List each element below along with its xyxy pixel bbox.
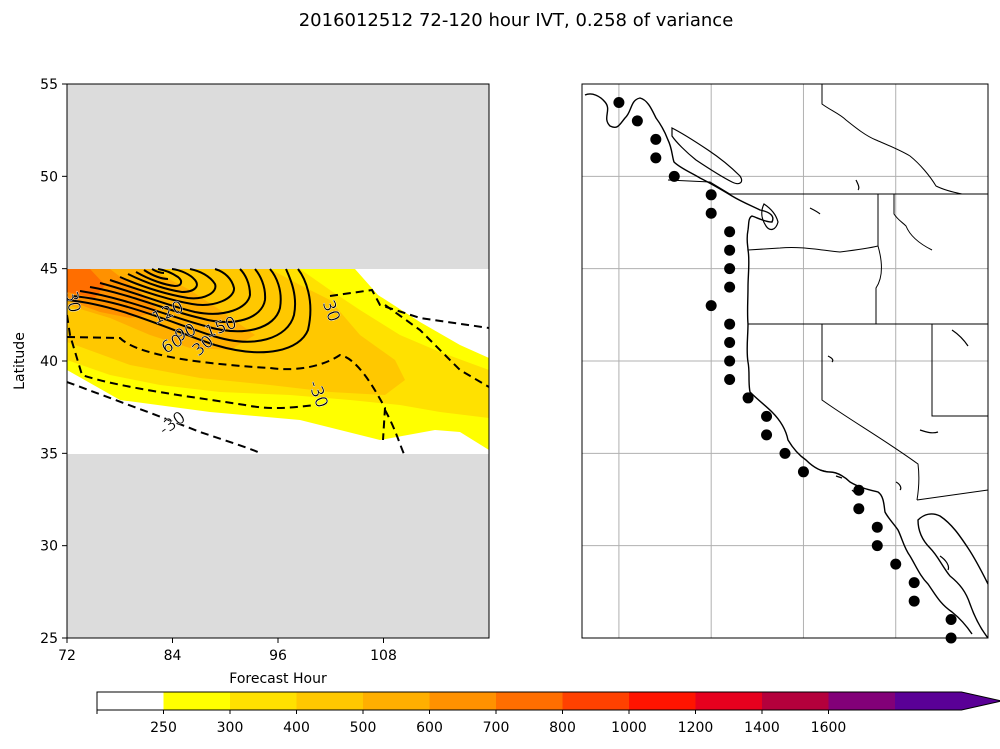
y-axis-ticks: 25 30 35 40 45 50 55 xyxy=(40,77,67,647)
station-point xyxy=(797,466,809,478)
station-point xyxy=(779,447,791,459)
station-point xyxy=(724,226,736,238)
colorbar-segment xyxy=(695,692,763,710)
contour-label: -30 xyxy=(303,378,331,411)
colorbar-segment xyxy=(762,692,829,710)
colorbar-segment xyxy=(562,692,630,710)
vancouver-island xyxy=(671,127,743,185)
station-point xyxy=(705,207,717,219)
station-point xyxy=(853,503,865,515)
colorbar-segment xyxy=(163,692,231,710)
y-tick-label: 25 xyxy=(40,631,58,647)
coastline-baja-gulf xyxy=(917,513,988,638)
colorbar-tick-label: 800 xyxy=(549,720,576,736)
station-point xyxy=(871,540,883,552)
station-point xyxy=(650,152,662,164)
station-point xyxy=(724,263,736,275)
station-point xyxy=(945,614,957,626)
colorbar-tick-label: 1400 xyxy=(744,720,780,736)
y-tick-label: 35 xyxy=(40,446,58,462)
station-points xyxy=(613,96,957,644)
colorbar-tick-label: 1600 xyxy=(811,720,847,736)
y-tick-label: 45 xyxy=(40,262,58,278)
station-point xyxy=(853,484,865,496)
station-point xyxy=(724,244,736,256)
colorbar-segment xyxy=(828,692,896,710)
map-gridlines xyxy=(582,84,988,638)
station-point xyxy=(650,133,662,145)
colorbar-tick-label: 400 xyxy=(283,720,310,736)
coastline xyxy=(584,93,973,635)
y-tick-label: 55 xyxy=(40,77,58,93)
y-axis-label: Latitude xyxy=(12,332,28,390)
colorbar-segment xyxy=(629,692,696,710)
y-tick-label: 30 xyxy=(40,539,58,555)
map-panel xyxy=(581,83,989,644)
x-tick-label: 108 xyxy=(370,648,397,664)
x-tick-label: 72 xyxy=(58,648,76,664)
station-point xyxy=(705,189,717,201)
station-point xyxy=(871,521,883,533)
colorbar-segment xyxy=(363,692,430,710)
masked-region-north xyxy=(67,84,489,269)
station-point xyxy=(613,96,625,108)
y-tick-label: 40 xyxy=(40,354,58,370)
station-point xyxy=(761,429,773,441)
negative-contour-lines xyxy=(67,288,489,455)
station-point xyxy=(631,115,643,127)
filled-contour-700 xyxy=(67,269,105,298)
colorbar-segment xyxy=(429,692,497,710)
x-axis-ticks: 72 84 96 108 xyxy=(58,638,397,664)
station-point xyxy=(724,355,736,367)
colorbar-segment xyxy=(97,692,164,710)
contour-label: 30 xyxy=(61,290,84,315)
positive-contour-lines xyxy=(67,268,312,354)
station-point xyxy=(890,558,902,570)
colorbar-tick-label: 1000 xyxy=(611,720,647,736)
political-borders xyxy=(667,84,988,501)
colorbar-tick-label: 250 xyxy=(150,720,177,736)
colorbar-segment xyxy=(230,692,297,710)
colorbar-tick-label: 1200 xyxy=(678,720,714,736)
x-tick-label: 96 xyxy=(269,648,287,664)
station-point xyxy=(908,577,920,589)
colorbar-segment xyxy=(296,692,364,710)
colorbar-tick-label: 700 xyxy=(483,720,510,736)
colorbar-segment xyxy=(496,692,563,710)
colorbar-outline xyxy=(96,691,1000,711)
colorbar-segment xyxy=(895,692,1000,710)
colorbar-tick-label: 300 xyxy=(217,720,244,736)
station-point xyxy=(724,281,736,293)
colorbar: 250 300 400 500 600 700 800 1000 1200 1400 1600 xyxy=(96,691,1000,736)
colorbar-tick-label: 500 xyxy=(350,720,377,736)
colorbar-tick-label: 600 xyxy=(416,720,443,736)
station-point xyxy=(724,318,736,330)
masked-region-south xyxy=(67,454,489,638)
map-frame xyxy=(581,83,989,639)
station-point xyxy=(668,170,680,182)
station-point xyxy=(908,595,920,607)
x-tick-label: 84 xyxy=(164,648,182,664)
station-point xyxy=(724,373,736,385)
salton-lakes xyxy=(809,179,969,571)
puget-sound xyxy=(761,203,779,231)
x-axis-label: Forecast Hour xyxy=(229,671,327,687)
y-tick-label: 50 xyxy=(40,169,58,185)
station-point xyxy=(705,300,717,312)
station-point xyxy=(724,337,736,349)
station-point xyxy=(761,410,773,422)
channel-islands xyxy=(819,469,902,495)
figure-title: 2016012512 72-120 hour IVT, 0.258 of var… xyxy=(299,10,734,31)
station-point xyxy=(742,392,754,404)
